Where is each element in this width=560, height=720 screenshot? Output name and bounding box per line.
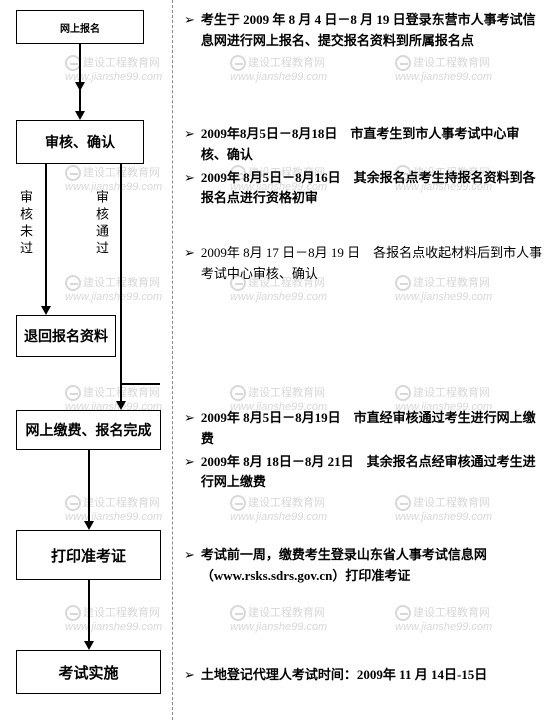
node-return-materials: 退回报名资料 bbox=[16, 315, 116, 357]
bullet-item: ➢2009年 8月5日－8月16日 其余报名点考生持报名资料到各报名点进行资格初… bbox=[184, 168, 544, 210]
flowchart-container: 建设工程教育网www.jianshe99.com 建设工程教育网www.jians… bbox=[0, 0, 560, 720]
desc-block-2: ➢2009年8月5日－8月18日 市直考生到市人事考试中心审核、确认➢2009年… bbox=[184, 124, 544, 211]
bullet-text: 2009年 8月5日－8月19日 市直经审核通过考生进行网上缴费 bbox=[201, 408, 544, 450]
node-payment-complete: 网上缴费、报名完成 bbox=[16, 410, 161, 450]
arrow-icon bbox=[75, 82, 85, 91]
watermark-item: 建设工程教育网www.jianshe99.com bbox=[230, 495, 327, 524]
watermark-item: 建设工程教育网www.jianshe99.com bbox=[395, 495, 492, 524]
node-print-ticket: 打印准考证 bbox=[16, 530, 161, 580]
watermark-item: 建设工程教育网www.jianshe99.com bbox=[230, 605, 327, 634]
bullet-arrow-icon: ➢ bbox=[184, 545, 195, 587]
edge-line bbox=[88, 580, 90, 642]
desc-block-6: ➢ 土地登记代理人考试时间：2009年 11 月 14日-15日 bbox=[184, 665, 544, 688]
bullet-text: 2009年 8月 17 日－8月 19 日 各报名点收起材料后到市人事考试中心审… bbox=[201, 243, 544, 285]
bullet-arrow-icon: ➢ bbox=[184, 10, 195, 52]
bullet-text: 2009年 8月 18日－8月 21日 其余报名点经审核通过考生进行网上缴费 bbox=[201, 452, 544, 494]
node-review-confirm: 审核、确认 bbox=[16, 120, 144, 164]
bullet-text: 考试前一周，缴费考生登录山东省人事考试信息网（www.rsks.sdrs.gov… bbox=[201, 545, 544, 587]
watermark-item: 建设工程教育网www.jianshe99.com bbox=[65, 165, 162, 194]
bullet-arrow-icon: ➢ bbox=[184, 665, 195, 686]
watermark-item: 建设工程教育网www.jianshe99.com bbox=[395, 605, 492, 634]
bullet-item: ➢ 土地登记代理人考试时间：2009年 11 月 14日-15日 bbox=[184, 665, 544, 686]
bullet-item: ➢2009年 8月 18日－8月 21日 其余报名点经审核通过考生进行网上缴费 bbox=[184, 452, 544, 494]
node-online-register: 网上报名 bbox=[16, 10, 144, 44]
node-exam: 考试实施 bbox=[16, 650, 161, 694]
bullet-item: ➢考生于 2009 年 8 月 4 日－8 月 19 日登录东营市人事考试信息网… bbox=[184, 10, 544, 52]
arrow-icon bbox=[41, 306, 51, 315]
bullet-text: 2009年 8月5日－8月16日 其余报名点考生持报名资料到各报名点进行资格初审 bbox=[201, 168, 544, 210]
bullet-arrow-icon: ➢ bbox=[184, 124, 195, 166]
divider-line bbox=[172, 0, 173, 720]
bullet-arrow-icon: ➢ bbox=[184, 408, 195, 450]
arrow-icon bbox=[84, 641, 94, 650]
edge-line bbox=[120, 164, 122, 402]
watermark-item: 建设工程教育网www.jianshe99.com bbox=[65, 275, 162, 304]
watermark-item: 建设工程教育网www.jianshe99.com bbox=[230, 55, 327, 84]
bullet-text: 考生于 2009 年 8 月 4 日－8 月 19 日登录东营市人事考试信息网进… bbox=[201, 10, 544, 52]
bullet-arrow-icon: ➢ bbox=[184, 452, 195, 494]
bullet-item: ➢2009年 8月5日－8月19日 市直经审核通过考生进行网上缴费 bbox=[184, 408, 544, 450]
edge-line bbox=[88, 450, 90, 522]
watermark-item: 建设工程教育网www.jianshe99.com bbox=[65, 495, 162, 524]
bullet-item: ➢2009年8月5日－8月18日 市直考生到市人事考试中心审核、确认 bbox=[184, 124, 544, 166]
bullet-arrow-icon: ➢ bbox=[184, 168, 195, 210]
branch-label-pass: 审核通过 bbox=[92, 190, 111, 258]
watermark-item: 建设工程教育网www.jianshe99.com bbox=[395, 55, 492, 84]
bullet-item: ➢考试前一周，缴费考生登录山东省人事考试信息网（www.rsks.sdrs.go… bbox=[184, 545, 544, 587]
desc-block-4: ➢2009年 8月5日－8月19日 市直经审核通过考生进行网上缴费➢2009年 … bbox=[184, 408, 544, 495]
arrow-icon bbox=[84, 521, 94, 530]
arrow-icon bbox=[116, 401, 126, 410]
watermark-item: 建设工程教育网www.jianshe99.com bbox=[65, 605, 162, 634]
edge-line bbox=[120, 383, 160, 385]
desc-block-5: ➢考试前一周，缴费考生登录山东省人事考试信息网（www.rsks.sdrs.go… bbox=[184, 545, 544, 589]
desc-block-3: ➢2009年 8月 17 日－8月 19 日 各报名点收起材料后到市人事考试中心… bbox=[184, 243, 544, 287]
bullet-arrow-icon: ➢ bbox=[184, 243, 195, 285]
branch-label-fail: 审核未过 bbox=[16, 190, 35, 258]
edge-line bbox=[45, 164, 47, 307]
bullet-text: 2009年8月5日－8月18日 市直考生到市人事考试中心审核、确认 bbox=[201, 124, 544, 166]
arrow-icon bbox=[75, 111, 85, 120]
edge-line bbox=[79, 44, 81, 112]
desc-block-1: ➢考生于 2009 年 8 月 4 日－8 月 19 日登录东营市人事考试信息网… bbox=[184, 10, 544, 54]
bullet-item: ➢2009年 8月 17 日－8月 19 日 各报名点收起材料后到市人事考试中心… bbox=[184, 243, 544, 285]
bullet-text: 土地登记代理人考试时间：2009年 11 月 14日-15日 bbox=[201, 665, 487, 686]
